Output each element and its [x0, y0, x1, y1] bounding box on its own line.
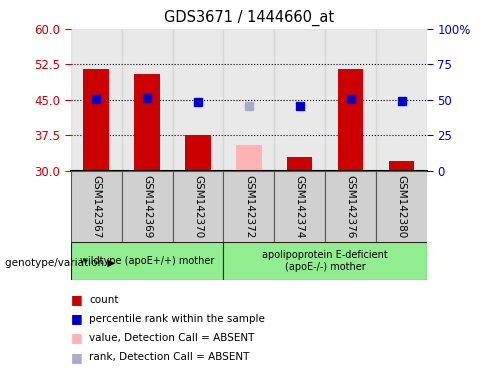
- Text: GSM142374: GSM142374: [295, 175, 305, 238]
- Bar: [224, 171, 274, 242]
- Bar: [185, 136, 211, 171]
- Text: GSM142376: GSM142376: [346, 175, 356, 238]
- Text: ■: ■: [71, 293, 82, 306]
- Text: GSM142369: GSM142369: [142, 175, 152, 238]
- Text: ■: ■: [71, 331, 82, 344]
- Text: wildtype (apoE+/+) mother: wildtype (apoE+/+) mother: [80, 256, 214, 266]
- Bar: [338, 69, 364, 171]
- Text: ■: ■: [71, 351, 82, 364]
- Text: GSM142372: GSM142372: [244, 175, 254, 238]
- Bar: [173, 171, 224, 242]
- Bar: [274, 171, 325, 242]
- Text: value, Detection Call = ABSENT: value, Detection Call = ABSENT: [89, 333, 255, 343]
- Bar: [83, 69, 109, 171]
- Bar: [325, 29, 376, 171]
- Bar: [376, 29, 427, 171]
- Bar: [122, 29, 173, 171]
- Text: ■: ■: [71, 312, 82, 325]
- Bar: [71, 242, 224, 280]
- Title: GDS3671 / 1444660_at: GDS3671 / 1444660_at: [164, 10, 334, 26]
- Text: genotype/variation ▶: genotype/variation ▶: [5, 258, 115, 268]
- Text: count: count: [89, 295, 119, 305]
- Bar: [122, 171, 173, 242]
- Text: apolipoprotein E-deficient
(apoE-/-) mother: apolipoprotein E-deficient (apoE-/-) mot…: [263, 250, 388, 272]
- Bar: [71, 29, 122, 171]
- Bar: [71, 171, 122, 242]
- Bar: [173, 29, 224, 171]
- Text: GSM142367: GSM142367: [91, 175, 101, 238]
- Bar: [274, 29, 325, 171]
- Bar: [376, 171, 427, 242]
- Bar: [287, 157, 312, 171]
- Text: GSM142370: GSM142370: [193, 175, 203, 238]
- Bar: [134, 74, 160, 171]
- Bar: [236, 145, 262, 171]
- Bar: [325, 171, 376, 242]
- Bar: [224, 29, 274, 171]
- Text: rank, Detection Call = ABSENT: rank, Detection Call = ABSENT: [89, 352, 250, 362]
- Bar: [224, 242, 427, 280]
- Bar: [389, 161, 414, 171]
- Text: GSM142380: GSM142380: [397, 175, 407, 238]
- Text: percentile rank within the sample: percentile rank within the sample: [89, 314, 265, 324]
